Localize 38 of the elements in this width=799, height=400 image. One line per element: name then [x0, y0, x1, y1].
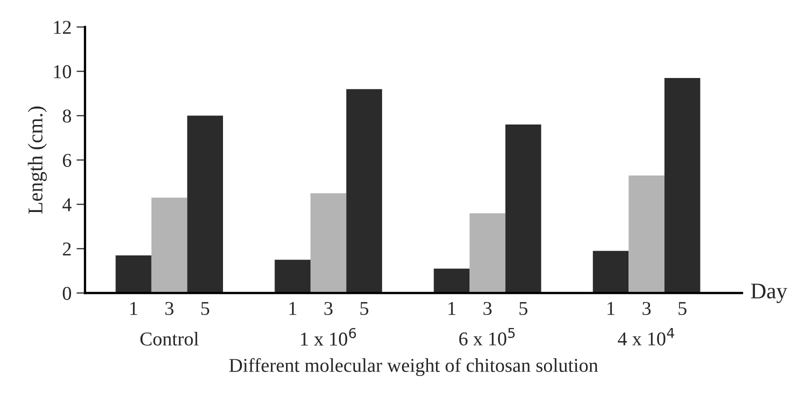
series-label: 3 — [165, 302, 174, 316]
x-axis-title: Different molecular weight of chitosan solution — [229, 358, 598, 376]
y-tick-label: 6 — [62, 154, 72, 167]
bar — [592, 250, 629, 293]
text: 5 — [520, 302, 528, 316]
bar — [470, 213, 506, 293]
bar — [116, 255, 152, 293]
bar — [434, 268, 470, 293]
text: 3 — [484, 302, 492, 316]
text: 3 — [324, 302, 332, 316]
x-tick-label: 1 x 10$^{6}$ — [301, 328, 356, 346]
text: 5 — [360, 302, 368, 316]
y-tick-label: 0 — [62, 286, 72, 300]
bar — [151, 198, 188, 293]
bar — [346, 89, 382, 293]
text: 3 — [642, 302, 651, 316]
bar — [664, 78, 700, 293]
y-tick-label: 4 — [62, 198, 72, 212]
text: 1 — [289, 302, 296, 315]
y-tick-label: 12 — [54, 20, 71, 34]
text: 1 — [608, 302, 614, 315]
bar — [628, 176, 664, 293]
bar — [187, 116, 223, 293]
series-label: 5 — [201, 302, 210, 316]
x-tick-label: Control — [140, 332, 199, 346]
y-tick-label: 10 — [54, 65, 72, 78]
bar — [274, 260, 310, 293]
y-tick-label: 2 — [62, 242, 71, 256]
text: Day — [750, 284, 788, 304]
y-axis-title: Length (cm.) — [28, 106, 47, 214]
bar — [310, 193, 346, 293]
x-tick-label: 4 x 10$^{4}$ — [618, 328, 674, 346]
series-label: 1 — [130, 302, 138, 315]
text: 1 — [448, 302, 456, 315]
y-tick-label: 8 — [62, 109, 72, 123]
text: 5 — [678, 302, 686, 316]
x-tick-label: 6 x 10$^{5}$ — [459, 328, 515, 346]
bar — [505, 124, 542, 293]
